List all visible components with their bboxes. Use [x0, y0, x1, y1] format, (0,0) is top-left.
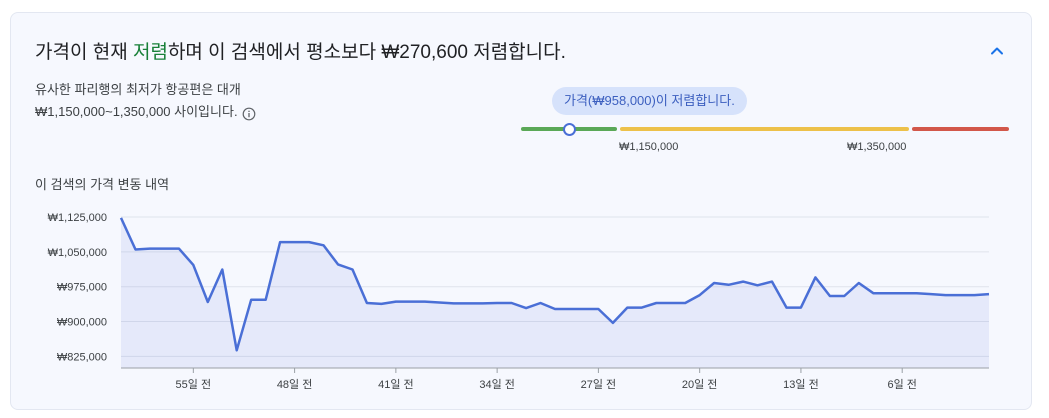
y-tick-label: ₩1,125,000: [48, 212, 107, 224]
headline-prefix: 가격이 현재: [35, 42, 133, 63]
x-tick-label: 55일 전: [176, 377, 212, 391]
range-high-label: ₩1,350,000: [847, 141, 907, 153]
price-range-bar: [521, 123, 1009, 136]
x-tick-label: 34일 전: [479, 377, 515, 391]
y-tick-label: ₩975,000: [57, 282, 107, 294]
high-price-segment: [912, 127, 1009, 131]
y-tick-label: ₩1,050,000: [48, 247, 107, 259]
chart-title: 이 검색의 가격 변동 내역: [35, 177, 170, 192]
info-icon[interactable]: [242, 106, 256, 120]
chevron-up-icon: [991, 47, 1003, 55]
x-tick-label: 27일 전: [581, 377, 617, 391]
range-low-label: ₩1,150,000: [619, 141, 679, 153]
x-tick-label: 41일 전: [378, 377, 414, 391]
summary-line-2: ₩1,150,000~1,350,000 사이입니다.: [35, 104, 238, 119]
x-tick-label: 48일 전: [277, 377, 313, 391]
collapse-button[interactable]: [985, 39, 1009, 63]
price-history-chart: ₩1,125,000 ₩1,050,000 ₩975,000 ₩900,000 ₩825…: [48, 212, 990, 391]
price-line: [119, 217, 990, 352]
x-tick-label: 13일 전: [783, 377, 819, 391]
current-price-marker: [563, 123, 576, 136]
price-summary: 유사한 파리행의 최저가 항공편은 대개 ₩1,150,000~1,350,00…: [35, 79, 256, 123]
x-tick-label: 6일 전: [887, 377, 916, 391]
price-headline: 가격이 현재 저렴하며 이 검색에서 평소보다 ₩270,600 저렴합니다.: [35, 37, 566, 64]
typical-price-segment: [620, 127, 909, 131]
x-tick-label: 20일 전: [682, 377, 718, 391]
y-tick-label: ₩825,000: [57, 351, 107, 363]
summary-line-1: 유사한 파리행의 최저가 항공편은 대개: [35, 82, 241, 97]
price-area: [121, 217, 989, 368]
headline-highlight: 저렴: [132, 42, 168, 63]
headline-suffix: 하며 이 검색에서 평소보다 ₩270,600 저렴합니다.: [167, 42, 566, 63]
price-insights-card: 가격이 현재 저렴하며 이 검색에서 평소보다 ₩270,600 저렴합니다. …: [10, 12, 1032, 410]
price-tooltip: 가격(₩958,000)이 저렴합니다.: [552, 87, 747, 115]
y-tick-label: ₩900,000: [57, 317, 107, 329]
